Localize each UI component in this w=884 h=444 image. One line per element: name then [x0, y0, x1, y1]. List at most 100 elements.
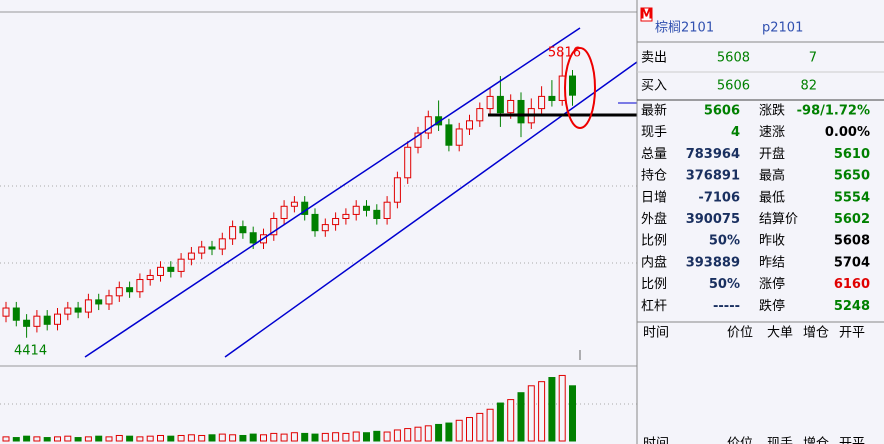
volume-bar: [445, 422, 453, 442]
candle-body: [393, 177, 401, 203]
tick-header: 开平: [839, 437, 865, 444]
volume-bar: [280, 433, 288, 442]
quote-value: 50%: [709, 234, 740, 249]
quote-value: 5608: [834, 234, 870, 249]
tick-header: 现手: [767, 437, 793, 444]
candle-body: [146, 274, 154, 281]
quote-value: 0.00%: [825, 125, 870, 140]
candle-body: [466, 120, 473, 130]
volume-bar: [435, 423, 443, 442]
quote-value: 50%: [709, 277, 740, 292]
volume-bar: [455, 419, 463, 442]
quote-label: 外盘: [641, 211, 667, 227]
quote-value: -7106: [698, 190, 740, 205]
volume-bar: [548, 377, 556, 442]
candle-body: [455, 128, 463, 146]
tick-header: 时间: [643, 326, 669, 341]
candle-body: [569, 75, 576, 96]
tick-header: 大单: [767, 326, 793, 341]
candle-body: [548, 95, 556, 101]
candle-body: [187, 252, 195, 260]
volume-bar: [569, 385, 576, 442]
quote-label: 最新: [641, 103, 667, 119]
volume-bar: [527, 385, 535, 442]
quote-value: 6160: [834, 277, 870, 292]
candle-body: [321, 224, 329, 232]
candle-body: [270, 217, 278, 236]
candle-body: [198, 246, 206, 254]
volume-bar: [332, 432, 340, 442]
volume-bar: [342, 432, 350, 442]
volume-bar: [229, 434, 237, 442]
volume-bar: [33, 436, 41, 442]
volume-bar: [290, 432, 298, 442]
candle-body: [424, 116, 432, 134]
low-label: 4414: [14, 344, 47, 359]
volume-bar: [2, 436, 10, 442]
candle-body: [445, 124, 453, 146]
highlight-ellipse: [564, 47, 596, 129]
volume-bar: [105, 436, 113, 442]
candle-body: [496, 95, 504, 114]
candle-body: [229, 226, 237, 240]
volume-bar: [74, 437, 82, 442]
quote-label: 涨跌: [759, 103, 785, 119]
book-label: 卖出: [641, 51, 667, 66]
volume-bar: [311, 433, 319, 442]
candle-body: [332, 217, 340, 226]
quote-value: 5606: [704, 104, 740, 119]
candle-body: [486, 95, 494, 110]
volume-bar: [363, 432, 370, 442]
quote-label: 结算价: [759, 212, 798, 227]
volume-bar: [198, 434, 206, 442]
quote-value: -98/1.72%: [797, 104, 870, 119]
instrument-title: 棕榈2101: [655, 21, 714, 36]
volume-bar: [43, 437, 51, 442]
candle-body: [23, 319, 31, 327]
candle-body: [280, 205, 288, 219]
candle-body: [2, 307, 10, 317]
quote-value: 393889: [686, 255, 740, 270]
volume-bar: [157, 434, 164, 442]
candle-body: [404, 146, 412, 179]
candle-body: [115, 287, 123, 297]
quote-value: 376891: [686, 169, 740, 184]
candle-body: [54, 313, 61, 325]
book-price: 5606: [717, 79, 750, 94]
candle-body: [64, 307, 72, 315]
volume-bar: [496, 402, 504, 442]
volume-bar: [84, 436, 92, 442]
quote-value: 783964: [686, 147, 740, 162]
volume-bar: [187, 434, 195, 442]
candle-body: [311, 213, 319, 232]
volume-bar: [177, 434, 185, 442]
candle-body: [239, 226, 247, 234]
quote-label: 最低: [759, 190, 785, 205]
quote-value: 5554: [834, 190, 870, 205]
volume-bar: [126, 435, 134, 442]
candle-body: [363, 205, 370, 211]
tick-header: 开平: [839, 326, 865, 341]
volume-bar: [64, 435, 72, 442]
quote-value: -----: [713, 299, 740, 314]
quote-value: 390075: [686, 212, 740, 227]
volume-bar: [352, 431, 360, 442]
tick-header: 价位: [727, 437, 753, 444]
volume-bar: [466, 417, 473, 442]
candle-body: [517, 99, 525, 124]
candle-body: [157, 266, 164, 276]
quote-label: 日增: [641, 190, 667, 205]
book-volume: 7: [809, 51, 817, 66]
tick-header: 时间: [643, 437, 669, 444]
quote-label: 比例: [641, 234, 667, 249]
volume-bar: [12, 437, 20, 442]
candle-body: [167, 266, 175, 272]
volume-bar: [393, 429, 401, 442]
candles: [2, 52, 576, 442]
channel-upper: [84, 27, 581, 358]
quote-value: 5704: [834, 255, 870, 270]
volume-bar: [136, 436, 144, 442]
candle-body: [373, 209, 381, 219]
